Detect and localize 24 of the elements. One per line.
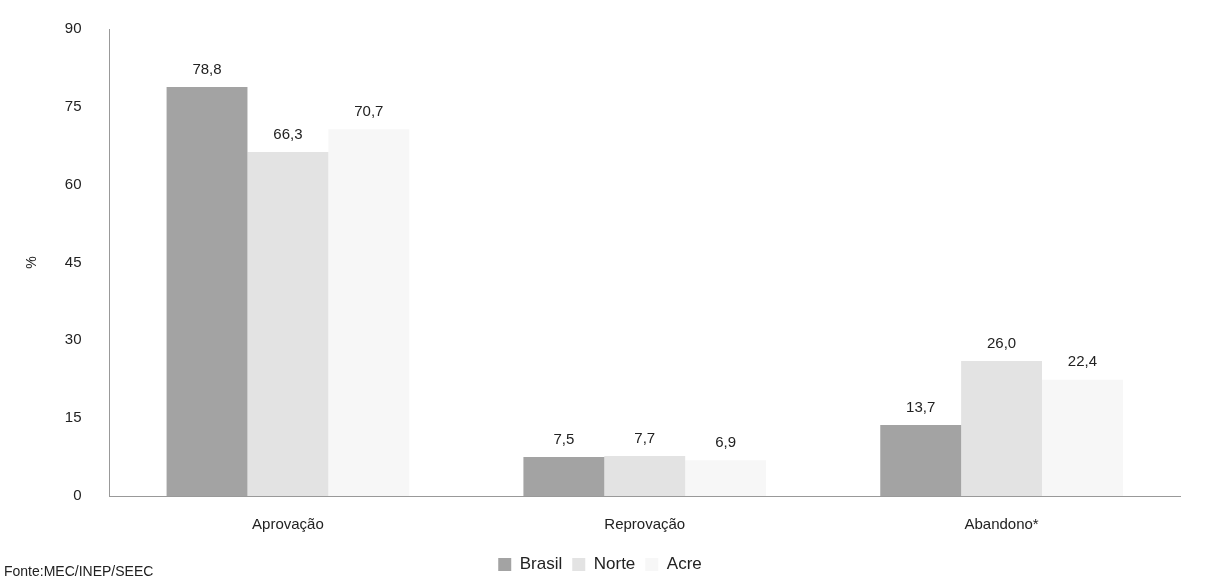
y-tick-label: 90 bbox=[64, 19, 82, 37]
data-label: 6,9 bbox=[715, 432, 737, 450]
y-tick-label: 75 bbox=[64, 96, 82, 114]
y-axis-title: % bbox=[23, 256, 40, 269]
y-tick-label: 0 bbox=[73, 486, 82, 504]
data-label: 70,7 bbox=[354, 101, 384, 119]
legend-label: Acre bbox=[666, 554, 702, 574]
y-tick-label: 45 bbox=[64, 252, 82, 270]
source-note: Fonte:MEC/INEP/SEEC bbox=[4, 562, 154, 579]
data-label: 7,7 bbox=[634, 428, 656, 446]
x-tick-label: Aprovação bbox=[252, 515, 324, 533]
data-label: 13,7 bbox=[906, 397, 936, 415]
data-label: 7,5 bbox=[553, 429, 575, 447]
data-label: 26,0 bbox=[986, 333, 1017, 351]
legend-label: Norte bbox=[593, 554, 636, 574]
y-tick-label: 60 bbox=[64, 174, 82, 192]
data-label: 78,8 bbox=[192, 59, 222, 77]
legend-label: Brasil bbox=[519, 554, 563, 574]
x-tick-label: Abandono* bbox=[964, 515, 1039, 533]
data-label: 66,3 bbox=[273, 124, 303, 142]
y-tick-label: 30 bbox=[64, 330, 82, 348]
x-tick-label: Reprovação bbox=[604, 515, 686, 533]
y-tick-label: 15 bbox=[64, 408, 82, 426]
data-label: 22,4 bbox=[1067, 352, 1098, 370]
